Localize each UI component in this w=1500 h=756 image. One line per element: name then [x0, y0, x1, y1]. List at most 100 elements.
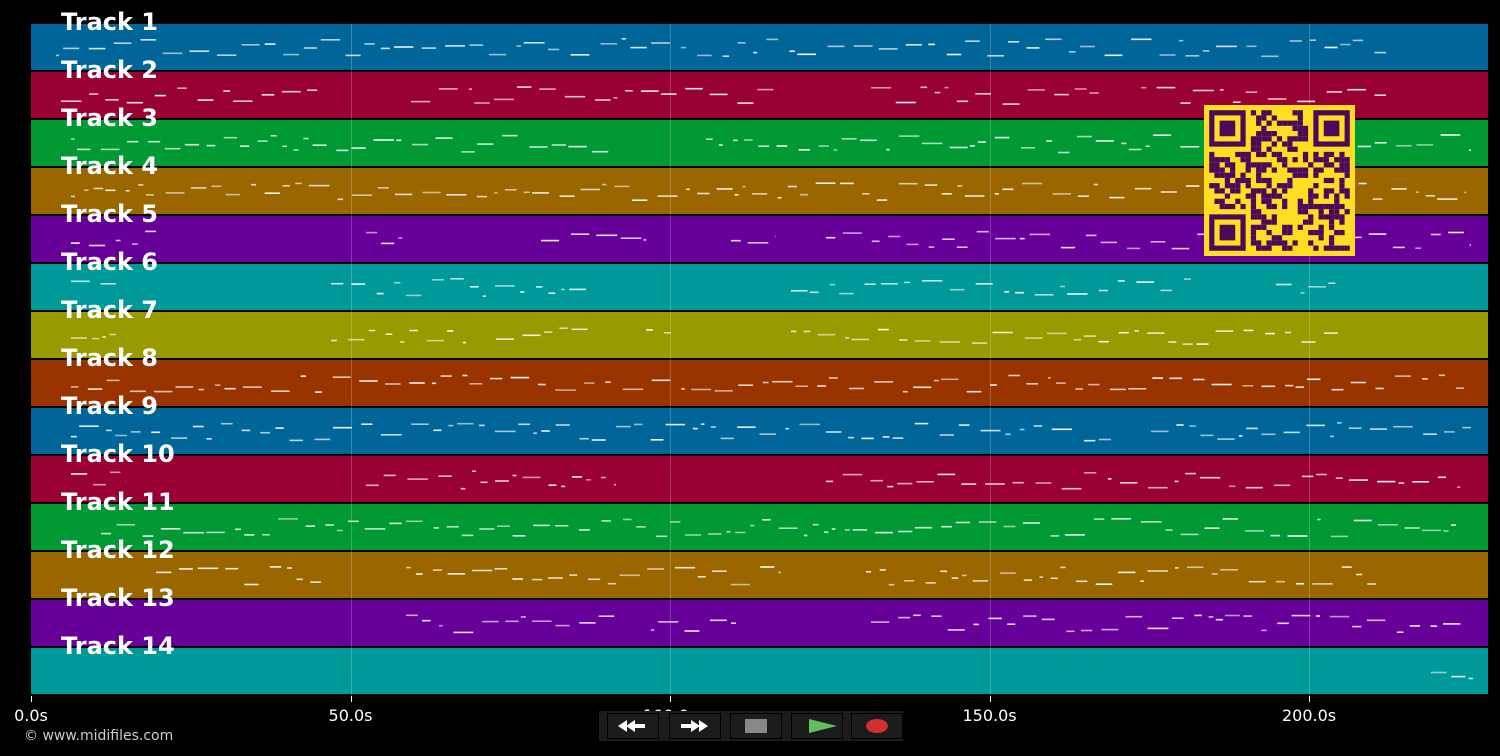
note-marks: [31, 312, 1488, 358]
note-mark: [1297, 101, 1315, 103]
play-button[interactable]: [791, 713, 843, 739]
note-mark: [929, 246, 935, 248]
note-mark: [871, 87, 891, 89]
note-mark: [1217, 438, 1235, 440]
note-mark: [386, 333, 393, 335]
note-mark: [636, 526, 646, 528]
note-mark: [1185, 473, 1196, 475]
note-mark: [1065, 534, 1085, 536]
note-mark: [165, 148, 181, 150]
note-mark: [1175, 567, 1179, 569]
fast-forward-button[interactable]: [669, 713, 721, 739]
note-mark: [712, 570, 727, 572]
note-mark: [588, 579, 600, 581]
note-mark: [1209, 616, 1214, 618]
note-mark: [1426, 195, 1435, 197]
note-mark: [416, 573, 423, 575]
note-mark: [306, 525, 315, 527]
note-mark: [1099, 290, 1108, 292]
note-mark: [681, 47, 686, 49]
note-mark: [1448, 232, 1464, 234]
note-mark: [842, 138, 857, 140]
note-marks: [31, 408, 1488, 454]
note-mark: [240, 145, 249, 147]
gridline: [670, 24, 671, 696]
note-mark: [579, 529, 590, 531]
note-mark: [552, 144, 566, 146]
note-mark: [750, 525, 754, 527]
note-mark: [1462, 427, 1471, 429]
note-mark: [675, 567, 695, 569]
note-mark: [1153, 134, 1171, 136]
record-button[interactable]: [851, 713, 903, 739]
note-mark: [1212, 384, 1232, 386]
note-mark: [1136, 281, 1154, 283]
note-mark: [1183, 343, 1193, 345]
note-mark: [830, 284, 835, 286]
note-mark: [1451, 524, 1456, 526]
note-mark: [967, 391, 982, 393]
note-mark: [726, 531, 730, 533]
note-mark: [176, 386, 194, 388]
note-mark: [974, 624, 979, 626]
note-mark: [1422, 378, 1428, 380]
note-mark: [457, 423, 473, 425]
note-mark: [753, 52, 757, 54]
track-label: Track 10: [61, 442, 175, 466]
note-mark: [463, 342, 466, 344]
note-mark: [601, 477, 606, 479]
note-mark: [950, 147, 968, 149]
note-mark: [1438, 477, 1446, 479]
note-mark: [171, 437, 187, 439]
note-mark: [1052, 429, 1072, 431]
note-mark: [448, 425, 453, 427]
note-mark: [271, 135, 277, 137]
note-mark: [155, 95, 166, 97]
note-mark: [877, 199, 888, 201]
note-mark: [71, 242, 80, 244]
note-mark: [839, 293, 853, 295]
note-mark: [853, 529, 868, 531]
note-mark: [490, 378, 502, 380]
note-mark: [206, 532, 225, 534]
note-mark: [146, 194, 154, 196]
note-mark: [760, 566, 774, 568]
note-mark: [1324, 332, 1338, 334]
note-mark: [283, 54, 299, 56]
note-mark: [656, 536, 667, 538]
note-mark: [1094, 184, 1099, 186]
note-mark: [904, 580, 915, 582]
note-mark: [1261, 434, 1275, 436]
note-mark: [658, 621, 678, 623]
note-mark: [561, 486, 565, 488]
note-mark: [1134, 330, 1139, 332]
note-mark: [198, 568, 218, 570]
note-mark: [548, 49, 559, 51]
note-mark: [875, 532, 893, 534]
note-mark: [644, 239, 646, 241]
note-mark: [737, 426, 755, 428]
play-icon: [792, 714, 842, 738]
note-mark: [333, 376, 351, 378]
note-mark: [470, 44, 484, 46]
note-mark: [461, 488, 465, 490]
tick-mark: [31, 696, 32, 702]
note-mark: [407, 478, 428, 480]
note-mark: [1193, 379, 1204, 381]
note-mark: [681, 388, 684, 390]
note-mark: [398, 237, 402, 239]
note-mark: [1024, 579, 1032, 581]
note-mark: [956, 522, 970, 524]
note-mark: [1223, 518, 1238, 520]
note-mark: [190, 50, 210, 52]
rewind-button[interactable]: [607, 713, 659, 739]
track-lane: [31, 360, 1488, 408]
note-mark: [1020, 429, 1025, 431]
note-mark: [71, 386, 79, 388]
note-mark: [641, 90, 659, 92]
stop-button[interactable]: [730, 713, 782, 739]
note-mark: [1392, 188, 1407, 190]
note-mark: [758, 145, 769, 147]
note-mark: [517, 45, 521, 47]
